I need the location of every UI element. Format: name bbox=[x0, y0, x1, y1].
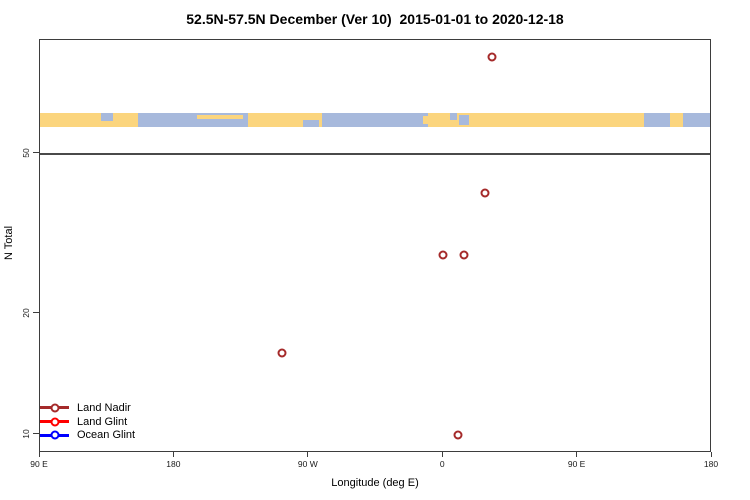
data-point-land-nadir bbox=[277, 348, 287, 358]
x-axis-label: Longitude (deg E) bbox=[331, 477, 419, 489]
ocean-glint-line-marker-icon bbox=[40, 430, 69, 440]
data-point-land-nadir bbox=[459, 250, 469, 260]
legend-label: Ocean Glint bbox=[77, 429, 136, 442]
x-axis-tick bbox=[441, 452, 443, 457]
plot-area bbox=[39, 39, 711, 452]
legend-item-land-nadir: Land Nadir bbox=[40, 401, 135, 415]
ocean-segment bbox=[322, 113, 428, 127]
data-point-land-nadir bbox=[438, 250, 448, 260]
ocean-segment bbox=[644, 113, 670, 127]
land-nadir-line-marker-icon bbox=[40, 403, 69, 413]
reference-line-50 bbox=[40, 153, 710, 155]
legend: Land Nadir Land Glint Ocean Glint bbox=[40, 401, 135, 442]
land-segment bbox=[423, 115, 433, 125]
x-tick-label: 180 bbox=[166, 459, 181, 469]
x-tick-label: 180 bbox=[703, 459, 719, 469]
ocean-segment bbox=[682, 113, 710, 127]
ocean-segment bbox=[459, 115, 469, 125]
legend-item-ocean-glint: Ocean Glint bbox=[40, 428, 135, 442]
chart-title: 52.5N-57.5N December (Ver 10) 2015-01-01… bbox=[186, 11, 564, 27]
x-axis-tick bbox=[38, 452, 40, 457]
x-tick-label: 0 bbox=[439, 459, 445, 469]
x-tick-label: 90 E bbox=[567, 459, 586, 469]
y-tick-label: 20 bbox=[21, 307, 31, 318]
x-axis-tick bbox=[172, 452, 174, 457]
y-tick-label: 50 bbox=[21, 148, 31, 158]
y-axis-tick bbox=[33, 312, 39, 314]
data-point-land-nadir bbox=[487, 52, 497, 62]
legend-item-land-glint: Land Glint bbox=[40, 415, 135, 429]
x-axis-tick bbox=[576, 452, 578, 457]
world-map-strip bbox=[40, 113, 710, 127]
y-axis-label: N Total bbox=[3, 225, 15, 261]
legend-label: Land Nadir bbox=[77, 401, 131, 414]
x-tick-label: 90 W bbox=[297, 459, 318, 469]
data-point-land-nadir bbox=[480, 188, 490, 198]
x-tick-label: 90 E bbox=[30, 459, 48, 469]
land-segment bbox=[197, 115, 243, 119]
legend-label: Land Glint bbox=[77, 415, 128, 428]
x-axis-tick bbox=[710, 452, 712, 457]
open-circle-icon bbox=[50, 430, 59, 440]
y-axis-tick bbox=[33, 433, 39, 435]
ocean-segment bbox=[100, 113, 114, 122]
open-circle-icon bbox=[50, 403, 59, 413]
y-tick-label: 10 bbox=[21, 428, 31, 439]
land-glint-line-marker-icon bbox=[40, 417, 69, 427]
open-circle-icon bbox=[50, 417, 59, 427]
ocean-segment bbox=[303, 120, 319, 127]
x-axis-tick bbox=[307, 452, 309, 457]
ocean-segment bbox=[450, 113, 457, 120]
data-point-land-nadir bbox=[453, 430, 463, 440]
y-axis-tick bbox=[33, 152, 39, 154]
